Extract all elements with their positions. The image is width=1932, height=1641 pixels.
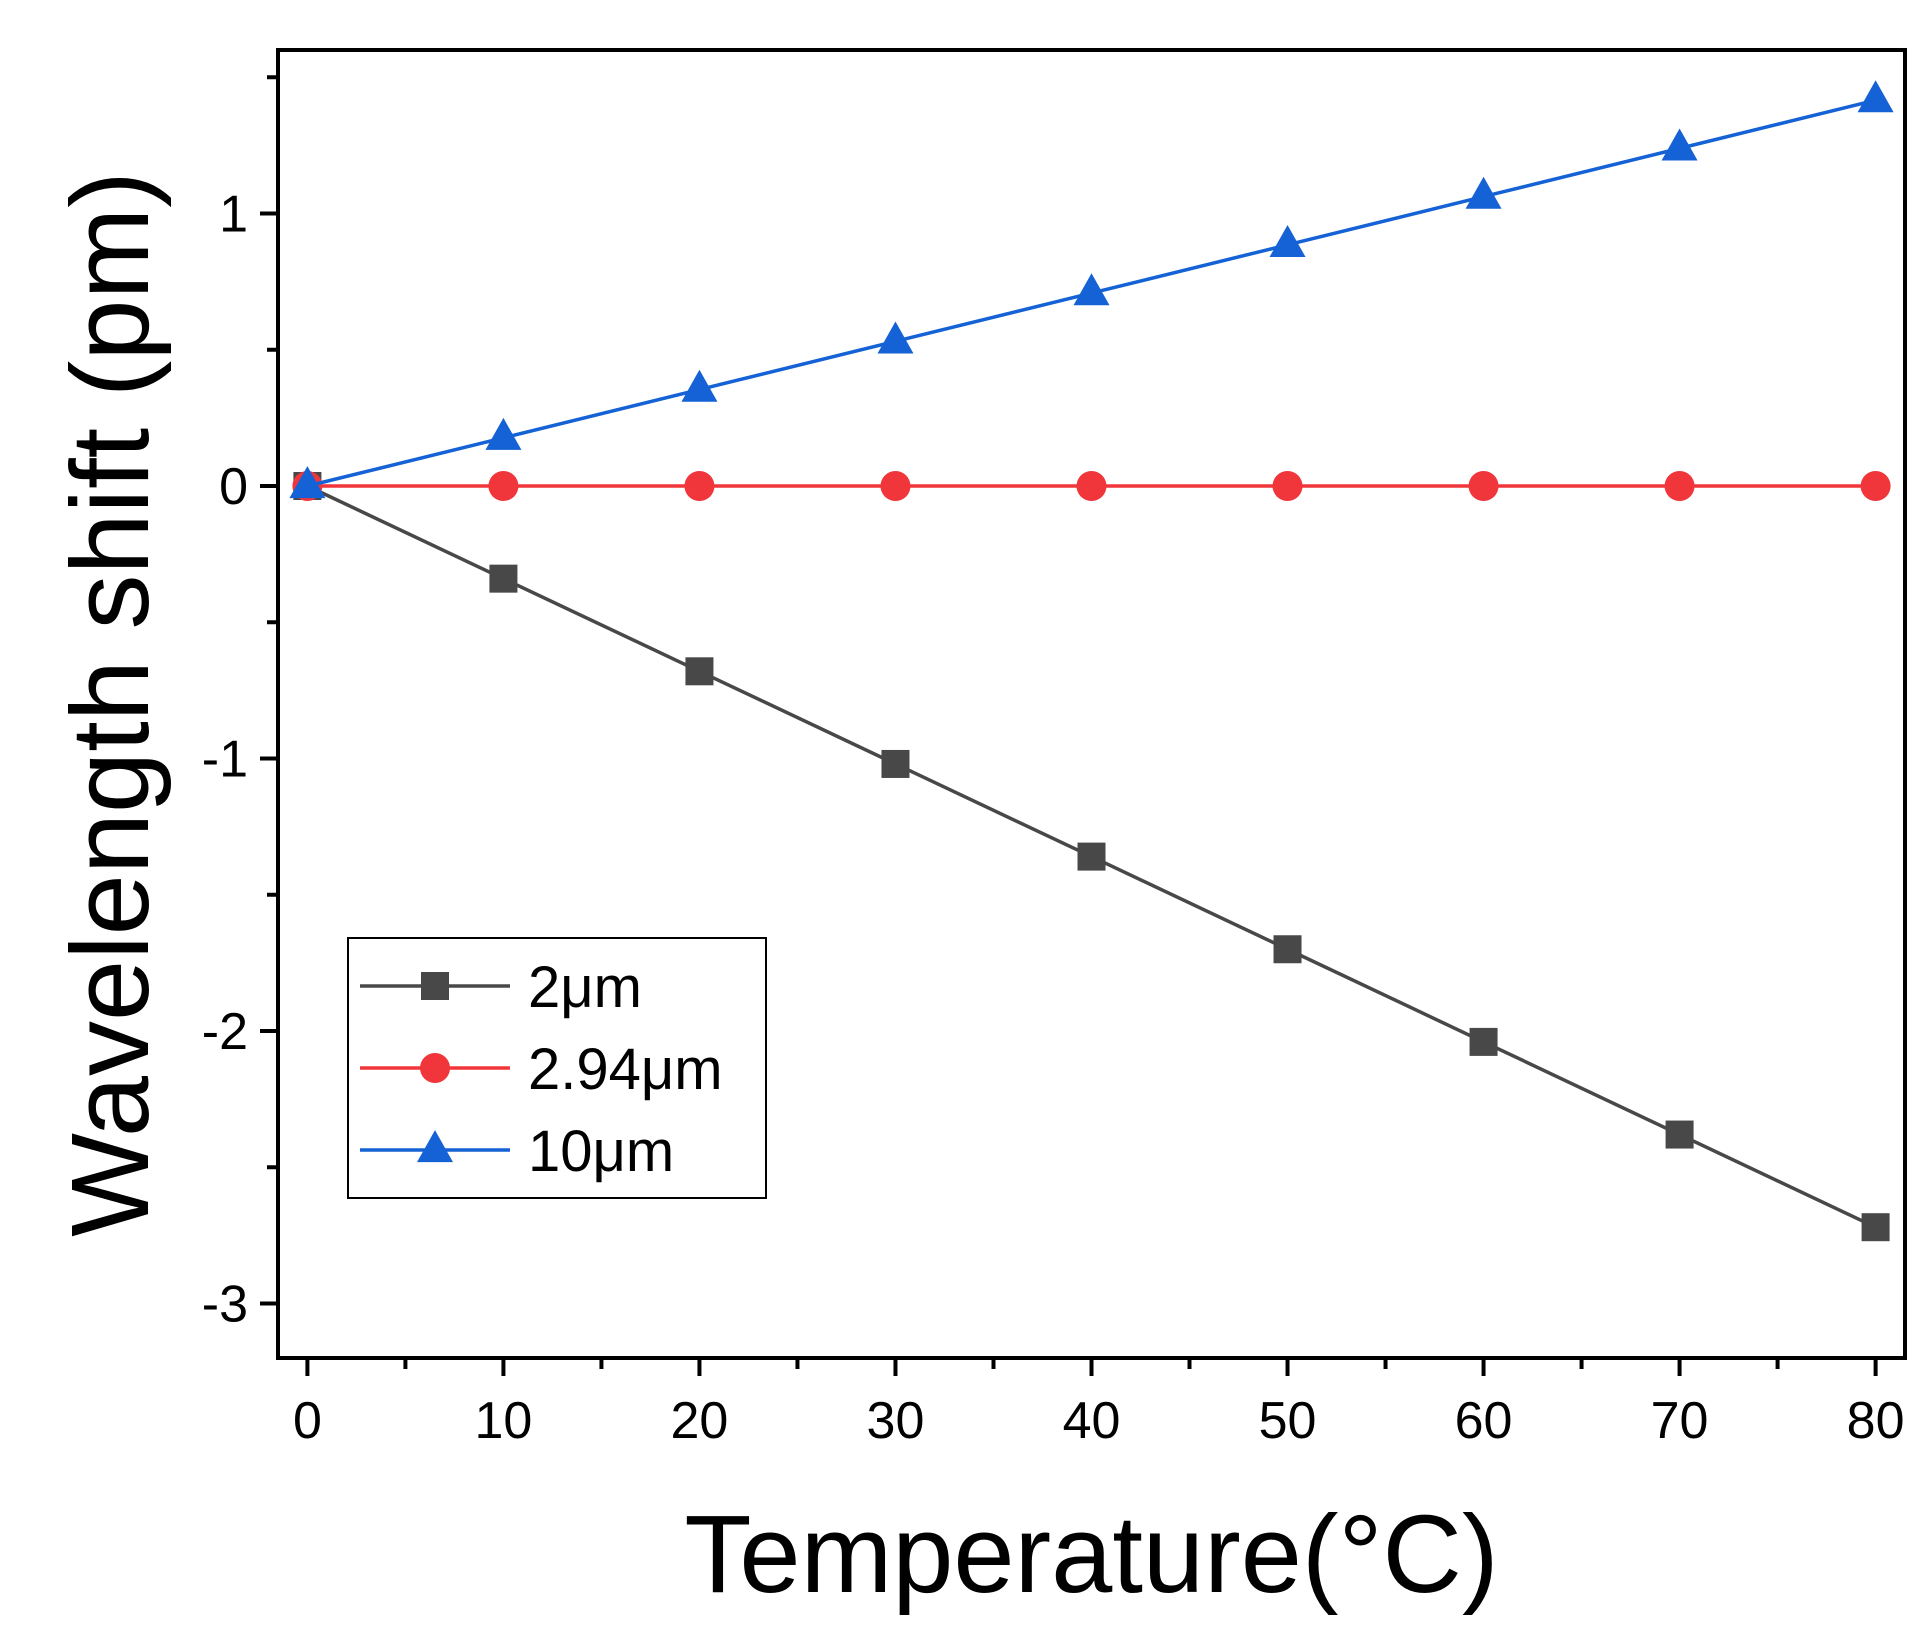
legend-marker	[421, 972, 449, 1000]
x-tick-label: 30	[867, 1392, 925, 1450]
data-point	[684, 471, 715, 501]
data-point	[1273, 935, 1302, 964]
series-layer	[289, 80, 1894, 1242]
x-axis: 0 10 20 30 40 50 60 70 80	[293, 1358, 1905, 1450]
legend-label: 2μm	[528, 955, 642, 1020]
data-point	[1665, 1120, 1694, 1149]
data-point	[289, 466, 326, 499]
data-point	[881, 749, 910, 778]
data-point	[489, 564, 518, 593]
legend-item: 2.94μm	[360, 1037, 723, 1102]
x-tick-label: 20	[671, 1392, 729, 1450]
data-point	[1073, 273, 1110, 306]
y-tick-label: -1	[202, 731, 248, 789]
x-tick-label: 60	[1455, 1392, 1513, 1450]
series-2	[292, 471, 1891, 501]
y-axis-title: Wavelength shift (pm)	[49, 171, 172, 1237]
data-point	[1468, 471, 1499, 501]
y-tick-label: 1	[219, 186, 248, 244]
data-point	[1661, 128, 1698, 161]
data-point	[1664, 471, 1695, 501]
legend-label: 2.94μm	[528, 1037, 723, 1102]
data-point	[1860, 471, 1891, 501]
data-point	[1076, 471, 1107, 501]
data-point	[877, 321, 914, 354]
y-tick-label: -2	[202, 1003, 248, 1061]
series-3	[289, 80, 1894, 499]
y-tick-label: 0	[219, 458, 248, 516]
legend-marker	[417, 1130, 453, 1163]
x-tick-label: 50	[1259, 1392, 1317, 1450]
x-tick-label: 70	[1651, 1392, 1709, 1450]
data-point	[488, 471, 519, 501]
data-point	[1857, 80, 1894, 113]
x-tick-label: 40	[1063, 1392, 1121, 1450]
x-axis-title: Temperature(°C)	[684, 1493, 1498, 1616]
legend-label: 10μm	[528, 1119, 674, 1184]
y-tick-label: -3	[202, 1276, 248, 1334]
legend-item: 2μm	[360, 955, 642, 1020]
data-point	[1269, 224, 1306, 257]
x-tick-label: 80	[1847, 1392, 1905, 1450]
data-point	[1469, 1027, 1498, 1056]
x-tick-label: 0	[293, 1392, 322, 1450]
data-point	[1861, 1213, 1890, 1242]
data-point	[1465, 176, 1502, 209]
data-point	[880, 471, 911, 501]
data-point	[485, 417, 522, 450]
data-point	[681, 369, 718, 402]
data-point	[685, 657, 714, 686]
x-tick-label: 10	[475, 1392, 533, 1450]
y-axis: -3 -2 -1 0 1	[202, 75, 278, 1334]
legend-item: 10μm	[360, 1119, 674, 1184]
legend-marker	[420, 1053, 450, 1083]
data-point	[1077, 842, 1106, 871]
data-point	[1272, 471, 1303, 501]
legend: 2μm 2.94μm 10μm	[347, 937, 767, 1199]
